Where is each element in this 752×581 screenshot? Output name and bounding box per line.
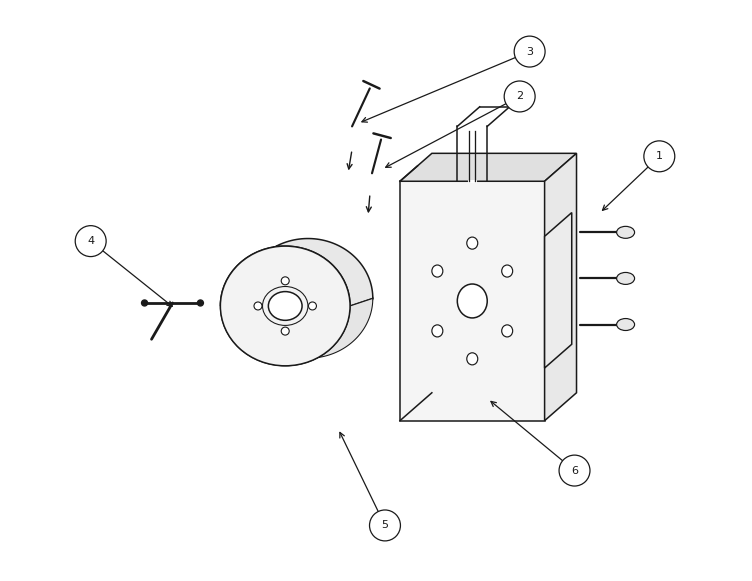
Ellipse shape [467,237,478,249]
Text: 3: 3 [526,46,533,56]
Text: 1: 1 [656,151,663,162]
Circle shape [504,81,535,112]
Text: 6: 6 [571,465,578,476]
Ellipse shape [502,265,513,277]
Polygon shape [220,239,373,306]
Circle shape [644,141,675,172]
Ellipse shape [502,325,513,337]
Text: 2: 2 [516,91,523,102]
Ellipse shape [617,318,635,331]
Text: 5: 5 [381,521,389,530]
Circle shape [75,225,106,257]
Ellipse shape [254,302,262,310]
Circle shape [141,300,147,306]
Circle shape [559,455,590,486]
Ellipse shape [281,327,290,335]
Ellipse shape [308,302,317,310]
Circle shape [198,300,203,306]
Polygon shape [220,299,373,366]
Ellipse shape [457,284,487,318]
Ellipse shape [281,277,290,285]
Polygon shape [544,213,572,368]
Polygon shape [544,153,577,421]
Ellipse shape [432,265,443,277]
Circle shape [369,510,401,541]
Ellipse shape [220,246,350,366]
Ellipse shape [243,285,373,312]
Ellipse shape [617,272,635,285]
Text: 4: 4 [87,236,94,246]
Ellipse shape [268,292,302,320]
Polygon shape [400,181,544,421]
Ellipse shape [432,325,443,337]
Ellipse shape [467,353,478,365]
Polygon shape [400,153,577,181]
Ellipse shape [617,227,635,238]
Circle shape [514,36,545,67]
